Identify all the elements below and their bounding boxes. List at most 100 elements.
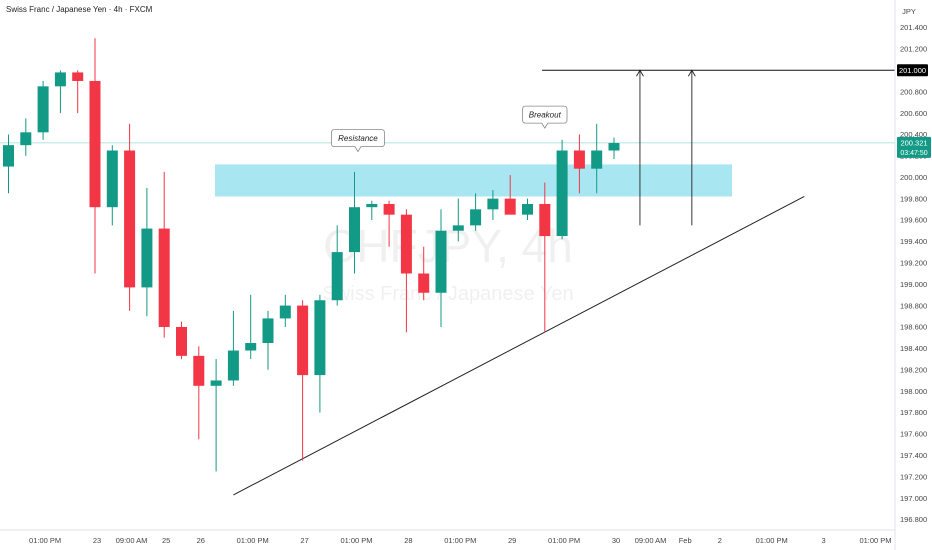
price-tick-label: 199.600: [900, 216, 927, 225]
candle-body: [383, 203, 395, 215]
price-tick-label: 201.200: [900, 45, 927, 54]
time-tick-label: 28: [404, 536, 412, 545]
candle-body: [3, 145, 14, 167]
time-tick-label: 27: [300, 536, 308, 545]
projection-arrowhead-2: [687, 69, 696, 77]
candle-body: [106, 150, 118, 208]
candle-body: [279, 305, 291, 319]
current-price-tag: [897, 136, 931, 158]
price-tick-label: 197.800: [900, 408, 927, 417]
time-tick-label: Feb: [679, 536, 692, 545]
time-tick-label: 25: [162, 536, 170, 545]
candle-body: [141, 228, 153, 288]
time-tick-label: 30: [612, 536, 620, 545]
price-tick-label: 200.600: [900, 109, 927, 118]
candle-body: [37, 86, 49, 133]
time-tick-label: 01:00 PM: [29, 536, 61, 545]
time-tick-label: 01:00 PM: [444, 536, 476, 545]
price-axis-bg: [895, 0, 932, 550]
chart-lines: [0, 69, 895, 496]
price-axis-currency: JPY: [902, 7, 916, 16]
candle-body: [452, 225, 464, 231]
candle-body: [89, 80, 101, 208]
projection-arrowhead-1: [636, 69, 644, 77]
price-tick-label: 196.800: [900, 515, 927, 524]
candle-body: [331, 252, 343, 301]
time-tick-label: 26: [197, 536, 205, 545]
candle-body: [54, 72, 66, 87]
candle-body: [435, 230, 447, 293]
candle-body: [522, 203, 533, 215]
candle-countdown-label: 03:47:50: [900, 150, 927, 157]
candle-body: [227, 350, 239, 381]
candle-body: [400, 214, 412, 274]
target-price-label: 201.000: [899, 66, 926, 75]
candle-body: [539, 203, 551, 237]
time-tick-label: 29: [508, 536, 516, 545]
time-tick-label: 01:00 PM: [859, 536, 891, 545]
price-tick-label: 198.600: [900, 323, 927, 332]
price-tick-label: 200.800: [900, 87, 927, 96]
candle-body: [262, 318, 274, 344]
candle-body: [193, 355, 205, 386]
ascending-trendline: [233, 196, 805, 496]
candles: [3, 38, 620, 472]
watermark-symbol: CHFJPY, 4h: [323, 220, 573, 272]
watermark-name: Swiss Franc / Japanese Yen: [322, 283, 573, 305]
target-price-tag: [897, 64, 928, 77]
candle-body: [124, 150, 136, 288]
callout-box-1: [331, 129, 385, 153]
candle-body: [504, 198, 516, 215]
candle-body: [573, 150, 585, 169]
candle-body: [245, 343, 257, 351]
candle-body: [297, 305, 309, 376]
resistance-zone: [215, 164, 732, 197]
price-tick-label: 199.800: [900, 194, 927, 203]
callout-label: Resistance: [338, 134, 378, 143]
time-tick-label: 23: [93, 536, 101, 545]
time-tick-label: 09:00 AM: [635, 536, 667, 545]
candle-body: [20, 132, 32, 146]
candle-body: [487, 198, 499, 210]
time-tick-label: 3: [822, 536, 826, 545]
candle-body: [176, 326, 187, 356]
price-axis: JPY 201.400 201.200 201.000 200.800 200.600 20…: [894, 0, 932, 550]
candle-body: [591, 150, 603, 169]
chart-watermark: CHFJPY, 4h Swiss Franc / Japanese Yen: [322, 220, 573, 305]
candle-body: [349, 207, 360, 253]
resistance-zone-rect: [215, 164, 732, 197]
callout-box-2: [522, 105, 568, 129]
chart-header-title: Swiss Franc / Japanese Yen · 4h · FXCM: [6, 5, 153, 14]
candle-body: [556, 150, 568, 237]
current-price-label: 200.321: [900, 139, 927, 148]
price-tick-label: 197.600: [900, 430, 927, 439]
callout-label: Breakout: [529, 111, 562, 120]
price-tick-label: 197.400: [900, 451, 927, 460]
candle-body: [608, 143, 620, 151]
price-tick-label: 198.400: [900, 344, 927, 353]
price-tick-label: 197.000: [900, 494, 927, 503]
price-tick-label: 198.800: [900, 301, 927, 310]
price-tick-label: 197.200: [900, 472, 927, 481]
time-tick-label: 01:00 PM: [340, 536, 372, 545]
price-tick-label: 198.000: [900, 387, 927, 396]
candle-body: [470, 209, 482, 226]
candle-body: [210, 380, 222, 386]
candle-body: [158, 228, 170, 327]
time-tick-label: 01:00 PM: [548, 536, 580, 545]
price-tick-label: 198.200: [900, 365, 927, 374]
annotations: Resistance Breakout: [331, 105, 568, 153]
time-tick-label: 01:00 PM: [756, 536, 788, 545]
price-tick-label: 201.400: [900, 23, 927, 32]
candle-body: [418, 273, 430, 293]
price-tick-label: 200.400: [900, 130, 927, 139]
time-tick-label: 01:00 PM: [237, 536, 269, 545]
candle-body: [72, 72, 84, 81]
price-tick-label: 199.400: [900, 237, 927, 246]
price-tick-label: 200.000: [900, 173, 927, 182]
price-tick-label: 199.000: [900, 280, 927, 289]
price-tick-label: 199.200: [900, 259, 927, 268]
time-tick-label: 09:00 AM: [116, 536, 148, 545]
time-axis: 01:00 PM 23 09:00 AM 25 26 01:00 PM 27 01:00 PM…: [0, 529, 895, 545]
